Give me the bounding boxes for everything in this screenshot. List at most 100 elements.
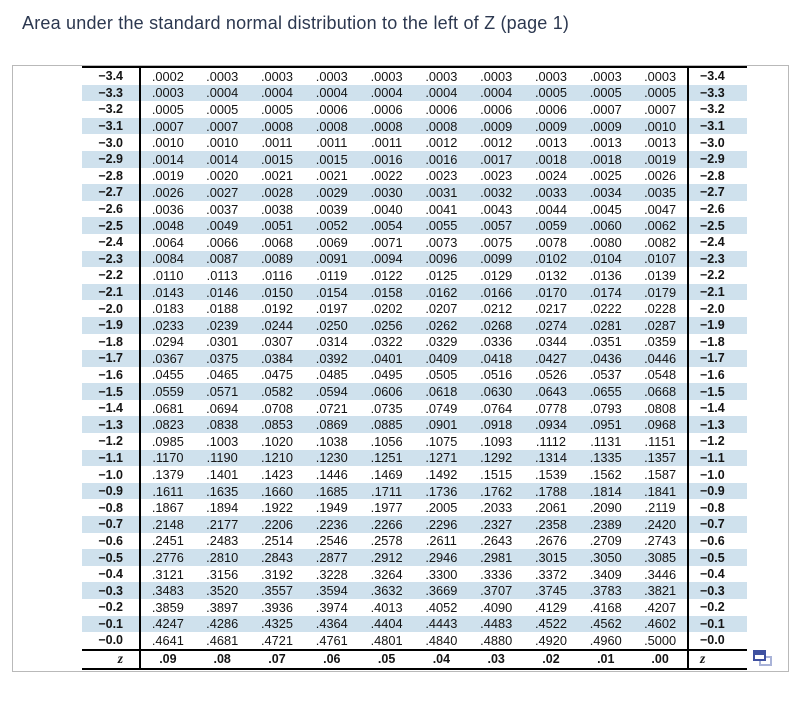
- table-row: −2.1.0143.0146.0150.0154.0158.0162.0166.…: [82, 283, 747, 301]
- table-cell: .4364: [304, 615, 360, 633]
- z-label-left: −1.7: [82, 350, 141, 367]
- table-row: −0.4 .3121 .3156 .3192 .3228 .3264 .3300 .3336.…: [82, 565, 747, 583]
- table-cell: .0268: [468, 316, 524, 334]
- z-label-right: −2.4: [687, 233, 747, 251]
- table-cell: .3085: [633, 549, 688, 566]
- table-cell: .2451: [151, 533, 184, 549]
- table-cell: .0016: [413, 150, 469, 168]
- table-cell: .0250: [304, 316, 360, 334]
- table-cell: .3557: [249, 582, 305, 599]
- z-label-right: −0.5: [687, 549, 747, 566]
- table-cell: .1401: [206, 467, 239, 483]
- table-cell: .0154: [304, 283, 360, 301]
- table-cell: .0174: [578, 283, 634, 301]
- table-cell: .0039: [315, 201, 348, 217]
- table-cell: .0735: [370, 400, 403, 416]
- table-cell: .2946: [413, 549, 469, 566]
- table-cell: .4443: [413, 615, 469, 633]
- table-cell: .0089: [249, 250, 305, 268]
- table-cell: .1093: [480, 433, 513, 449]
- table-cell: .0004: [194, 84, 250, 102]
- table-row: −2.5.0048.0049.0051.0052.0054.0055.0057.…: [82, 217, 747, 234]
- table-cell: .1003: [206, 433, 239, 449]
- table-cell: .0516: [480, 367, 513, 383]
- table-cell: .0668: [633, 383, 688, 400]
- table-cell: .3632: [359, 582, 414, 599]
- table-cell: .0051: [249, 217, 305, 234]
- table-cell: .2090: [589, 500, 622, 516]
- table-cell: .1056: [370, 433, 403, 449]
- table-cell: .4681: [206, 632, 239, 648]
- table-cell: .0008: [304, 117, 360, 135]
- table-cell: .0582: [249, 383, 305, 400]
- table-cell: .1867: [151, 500, 184, 516]
- table-cell: .0239: [194, 316, 250, 334]
- z-label-left: −3.0: [82, 134, 141, 151]
- table-cell: .3936: [260, 599, 293, 615]
- table-cell: .0005: [578, 84, 634, 102]
- table-cell: .0084: [140, 250, 195, 268]
- table-cell: .1423: [260, 467, 293, 483]
- table-row: −0.3.3483.3520.3557.3594.3632.3669.3707.…: [82, 582, 747, 599]
- table-cell: .2327: [468, 516, 524, 533]
- table-cell: .1515: [480, 467, 513, 483]
- z-label-left: −0.7: [82, 516, 141, 533]
- table-cell: .3409: [589, 566, 622, 582]
- table-cell: .0069: [315, 234, 348, 250]
- table-cell: .2389: [578, 516, 634, 533]
- z-label-right: −3.2: [687, 101, 747, 118]
- table-cell: .0526: [534, 367, 567, 383]
- column-header: .06: [304, 648, 360, 670]
- table-cell: .2843: [249, 549, 305, 566]
- table-cell: .0314: [315, 334, 348, 350]
- table-cell: .0028: [249, 184, 305, 201]
- z-label-right: −2.3: [687, 250, 747, 268]
- table-cell: .0040: [370, 201, 403, 217]
- table-cell: .1446: [315, 467, 348, 483]
- z-label-right: −1.3: [687, 416, 747, 434]
- table-cell: .0015: [304, 150, 360, 168]
- table-row: −0.0 .4641 .4681 .4721 .4761 .4801 .4840 .4880.…: [82, 632, 747, 650]
- window-restore-icon[interactable]: [753, 650, 773, 667]
- table-cell: .1314: [523, 449, 579, 467]
- table-cell: .0005: [260, 101, 293, 117]
- table-cell: .0006: [370, 101, 403, 117]
- table-cell: .1038: [315, 433, 348, 449]
- table-row: −1.9.0233.0239.0244.0250.0256.0262.0268.…: [82, 316, 747, 334]
- z-label-right: −0.2: [687, 599, 747, 616]
- table-cell: .0019: [151, 168, 184, 184]
- table-cell: .0102: [523, 250, 579, 268]
- table-cell: .0078: [534, 234, 567, 250]
- table-cell: .4325: [249, 615, 305, 633]
- table-cell: .0005: [633, 84, 688, 102]
- table-cell: .1894: [206, 500, 239, 516]
- table-cell: .0409: [413, 350, 469, 367]
- table-cell: .1762: [468, 482, 524, 500]
- table-cell: .0901: [413, 416, 469, 434]
- table-cell: .0021: [315, 168, 348, 184]
- table-cell: .0307: [260, 334, 293, 350]
- table-cell: .0052: [304, 217, 360, 234]
- table-cell: .2709: [589, 533, 622, 549]
- table-cell: .0009: [468, 117, 524, 135]
- table-cell: .2177: [194, 516, 250, 533]
- table-cell: .0749: [425, 400, 458, 416]
- z-label-right: −1.9: [687, 316, 747, 334]
- table-cell: .4286: [194, 615, 250, 633]
- table-row: −2.2 .0110 .0113 .0116 .0119 .0122 .0125 .0129.…: [82, 267, 747, 284]
- z-label-right: −2.8: [687, 167, 747, 185]
- table-cell: .0322: [370, 334, 403, 350]
- table-cell: .0351: [589, 334, 622, 350]
- table-cell: .1190: [194, 449, 250, 467]
- z-label-left: −3.2: [82, 101, 141, 118]
- table-cell: .0244: [249, 316, 305, 334]
- table-cell: .2061: [534, 500, 567, 516]
- table-cell: .0022: [370, 168, 403, 184]
- table-cell: .0150: [249, 283, 305, 301]
- table-cell: .0183: [151, 301, 184, 317]
- z-label-right: −1.1: [687, 449, 747, 467]
- column-header: .04: [413, 648, 469, 670]
- table-cell: .1611: [140, 482, 195, 500]
- table-cell: .3228: [315, 566, 348, 582]
- table-cell: .0010: [206, 135, 239, 151]
